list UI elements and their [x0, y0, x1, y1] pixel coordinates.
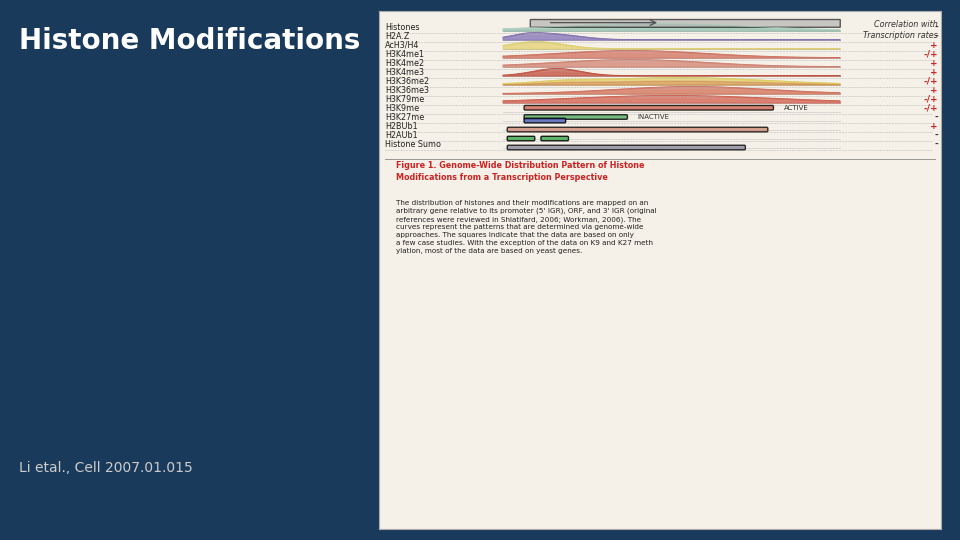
Text: INACTIVE: INACTIVE: [637, 114, 669, 120]
Text: H3K4me3: H3K4me3: [385, 68, 423, 77]
FancyBboxPatch shape: [507, 127, 768, 132]
Text: H3K9me: H3K9me: [385, 104, 419, 113]
Text: Li etal., Cell 2007.01.015: Li etal., Cell 2007.01.015: [19, 461, 193, 475]
FancyBboxPatch shape: [540, 136, 568, 141]
Text: Histone Sumo: Histone Sumo: [385, 140, 441, 149]
Text: -/+: -/+: [924, 104, 938, 113]
Text: Histones: Histones: [385, 23, 420, 32]
Text: -/+: -/+: [924, 94, 938, 104]
Text: Histone Modifications: Histone Modifications: [19, 27, 361, 55]
Text: H3K36me2: H3K36me2: [385, 77, 429, 86]
FancyBboxPatch shape: [524, 114, 628, 119]
Text: +: +: [930, 122, 938, 131]
Text: -: -: [934, 140, 938, 149]
Text: H3K36me3: H3K36me3: [385, 86, 429, 94]
FancyBboxPatch shape: [507, 145, 745, 150]
Text: -: -: [934, 32, 938, 41]
Text: Figure 1. Genome-Wide Distribution Pattern of Histone
Modifications from a Trans: Figure 1. Genome-Wide Distribution Patte…: [396, 161, 644, 182]
FancyBboxPatch shape: [524, 105, 774, 110]
Text: -/+: -/+: [924, 77, 938, 86]
Text: H3K4me1: H3K4me1: [385, 50, 423, 59]
FancyBboxPatch shape: [507, 136, 535, 141]
Text: The distribution of histones and their modifications are mapped on an
arbitrary : The distribution of histones and their m…: [396, 200, 657, 253]
Text: H2BUb1: H2BUb1: [385, 122, 418, 131]
Text: H3K4me2: H3K4me2: [385, 59, 424, 68]
Text: H2AUb1: H2AUb1: [385, 131, 418, 140]
Text: H3K27me: H3K27me: [385, 113, 424, 122]
Text: AcH3/H4: AcH3/H4: [385, 40, 420, 50]
Text: -: -: [934, 23, 938, 32]
Text: H3K79me: H3K79me: [385, 94, 424, 104]
Text: +: +: [930, 86, 938, 94]
FancyBboxPatch shape: [530, 19, 840, 28]
FancyBboxPatch shape: [524, 118, 565, 123]
Text: Correlation with
Transcription rates: Correlation with Transcription rates: [863, 19, 938, 40]
Text: -: -: [934, 131, 938, 140]
Text: +: +: [930, 40, 938, 50]
Text: +: +: [930, 59, 938, 68]
Text: ACTIVE: ACTIVE: [783, 105, 808, 111]
Text: H2A.Z: H2A.Z: [385, 32, 409, 41]
Text: +: +: [930, 68, 938, 77]
Text: -/+: -/+: [924, 50, 938, 59]
Text: -: -: [934, 113, 938, 122]
